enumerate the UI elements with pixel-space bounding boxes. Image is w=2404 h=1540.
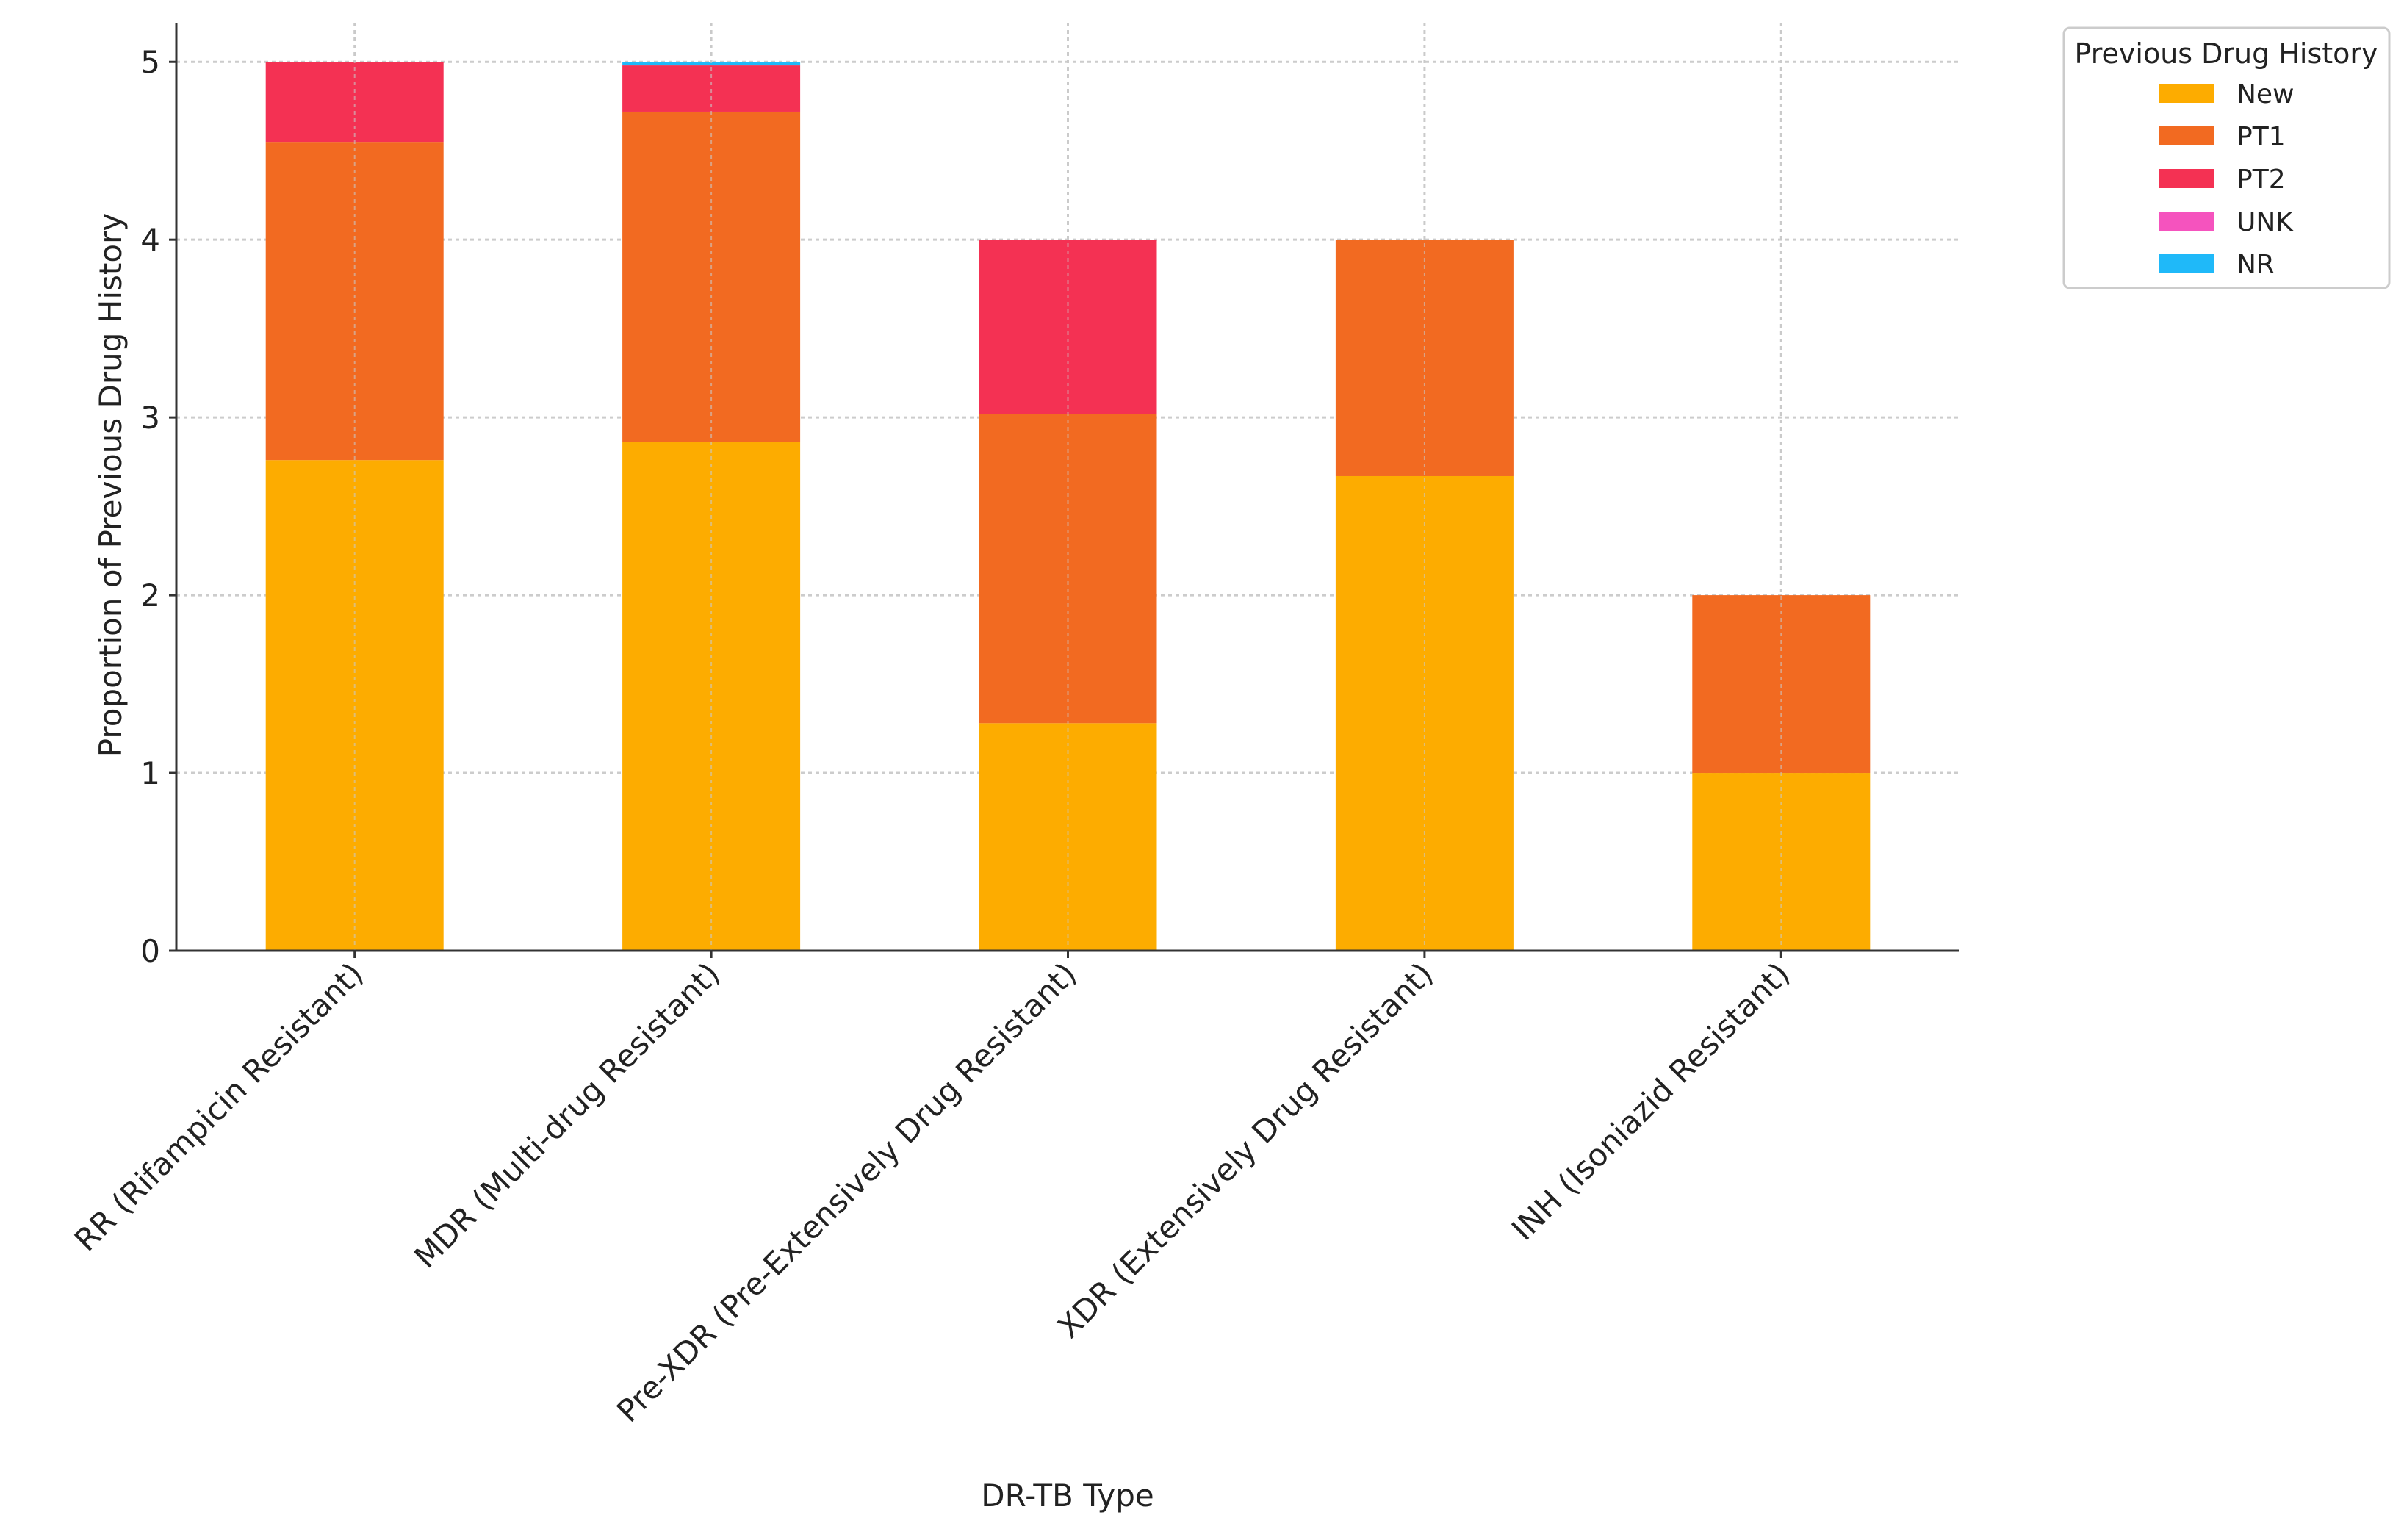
legend-swatch-unk	[2159, 212, 2214, 231]
legend-label-pt1: PT1	[2236, 122, 2286, 152]
bar-segment-nr	[622, 62, 801, 66]
legend-label-nr: NR	[2236, 250, 2275, 280]
y-tick-label: 5	[140, 44, 160, 80]
x-tick-label: XDR (Extensively Drug Resistant)	[1051, 955, 1440, 1345]
y-tick-label: 4	[140, 222, 160, 258]
y-tick-label: 0	[140, 933, 160, 969]
y-axis-label: Proportion of Previous Drug History	[93, 213, 129, 757]
legend-label-pt2: PT2	[2236, 165, 2286, 195]
bars	[265, 23, 1871, 951]
x-axis-label: DR-TB Type	[981, 1478, 1154, 1514]
bar-segment-pt1	[622, 111, 801, 443]
legend-swatch-nr	[2159, 254, 2214, 273]
legend-title: Previous Drug History	[2074, 37, 2378, 70]
y-tick-label: 3	[140, 400, 160, 436]
legend-swatch-pt2	[2159, 169, 2214, 188]
legend-swatch-pt1	[2159, 126, 2214, 145]
bar-segment-pt2	[265, 62, 444, 143]
x-tick-label: INH (Isoniazid Resistant)	[1505, 955, 1796, 1247]
x-tick-label: MDR (Multi-drug Resistant)	[407, 955, 727, 1275]
legend-box	[2062, 26, 2391, 289]
legend-label-new: New	[2236, 79, 2295, 109]
legend-swatch-new	[2159, 84, 2214, 103]
y-tick-label: 1	[140, 755, 160, 791]
bar-segment-new	[622, 442, 801, 951]
legend-label-unk: UNK	[2236, 207, 2294, 237]
bar-segment-new	[979, 723, 1157, 951]
legend: Previous Drug History New PT1 PT2 UNK NR	[2062, 26, 2391, 289]
x-tick-label: RR (Rifampicin Resistant)	[68, 955, 370, 1258]
y-tick-label: 2	[140, 578, 160, 614]
